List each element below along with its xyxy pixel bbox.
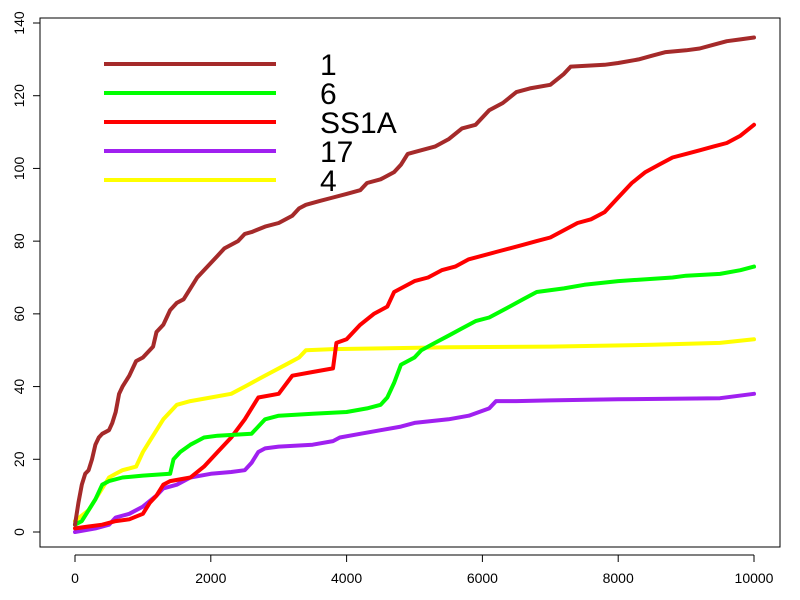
series-line-17: [73, 391, 756, 534]
x-tick-label: 8000: [603, 570, 634, 586]
y-tick-label: 60: [11, 306, 27, 322]
legend-label: SS1A: [320, 107, 397, 140]
legend-label: 1: [320, 49, 337, 82]
axes: 0 2000 4000 6000 8000 10000 0 20 40 60 80 100 120 140: [11, 11, 774, 586]
y-tick-label: 140: [11, 11, 27, 35]
legend-label: 6: [320, 78, 337, 111]
x-tick-label: 10000: [735, 570, 774, 586]
x-tick-label: 6000: [467, 570, 498, 586]
x-tick-label: 0: [71, 570, 79, 586]
series-line-6: [73, 264, 756, 527]
y-tick-label: 100: [11, 157, 27, 181]
legend-label: 17: [320, 136, 353, 169]
y-tick-label: 80: [11, 233, 27, 249]
legend-label: 4: [320, 165, 337, 198]
y-tick-label: 20: [11, 451, 27, 467]
y-tick-label: 120: [11, 84, 27, 108]
y-tick-label: 0: [11, 528, 27, 536]
series-layer: [73, 35, 756, 534]
x-tick-label: 4000: [331, 570, 362, 586]
series-line-SS1A: [73, 122, 756, 531]
x-tick-label: 2000: [195, 570, 226, 586]
series-line-4: [73, 337, 756, 524]
series-line-1: [73, 35, 756, 527]
y-tick-label: 40: [11, 379, 27, 395]
